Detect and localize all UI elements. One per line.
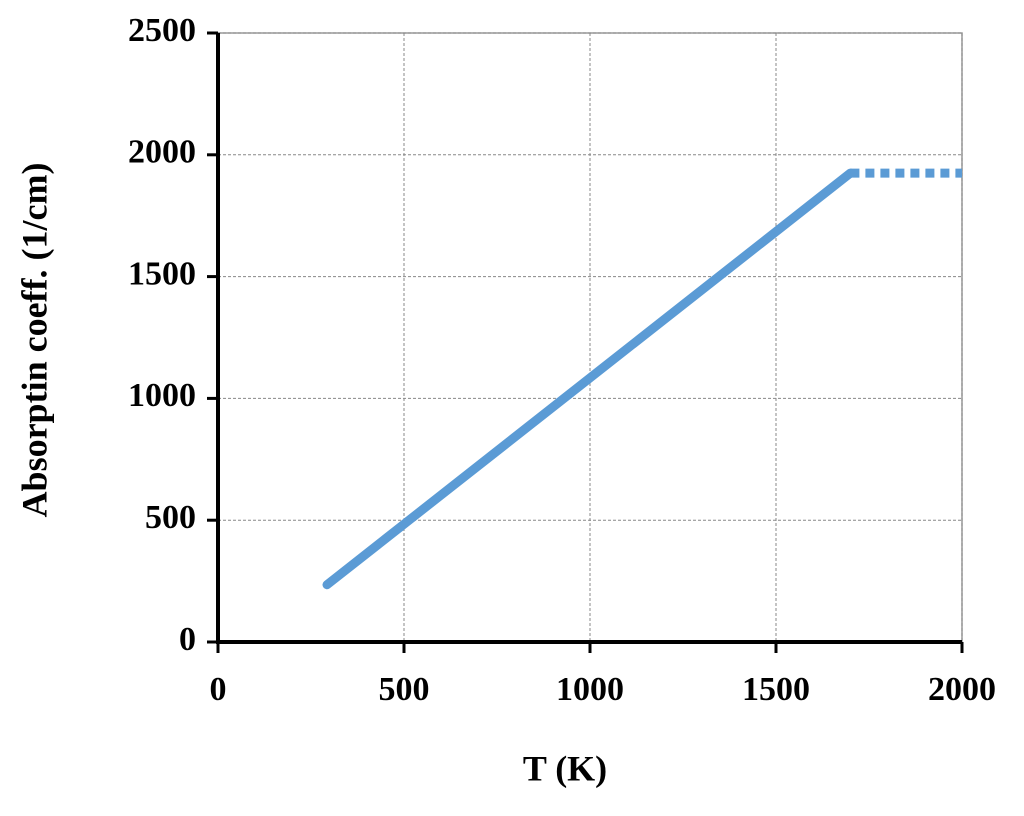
x-axis-title: T (K) <box>523 748 607 788</box>
x-tick-label: 1500 <box>742 671 810 708</box>
x-tick-label: 500 <box>379 671 430 708</box>
y-tick-label: 2000 <box>128 134 196 171</box>
y-tick-label: 2500 <box>128 12 196 49</box>
y-tick-label: 500 <box>145 499 196 536</box>
data-line <box>322 168 855 590</box>
x-tick-label: 2000 <box>928 671 996 708</box>
x-tick-label: 0 <box>210 671 227 708</box>
y-axis-title: Absorptin coeff. (1/cm) <box>14 163 54 518</box>
y-tick-label: 1000 <box>128 377 196 414</box>
y-tick-label: 1500 <box>128 255 196 292</box>
y-tick-label: 0 <box>179 621 196 658</box>
x-tick-label: 1000 <box>556 671 624 708</box>
